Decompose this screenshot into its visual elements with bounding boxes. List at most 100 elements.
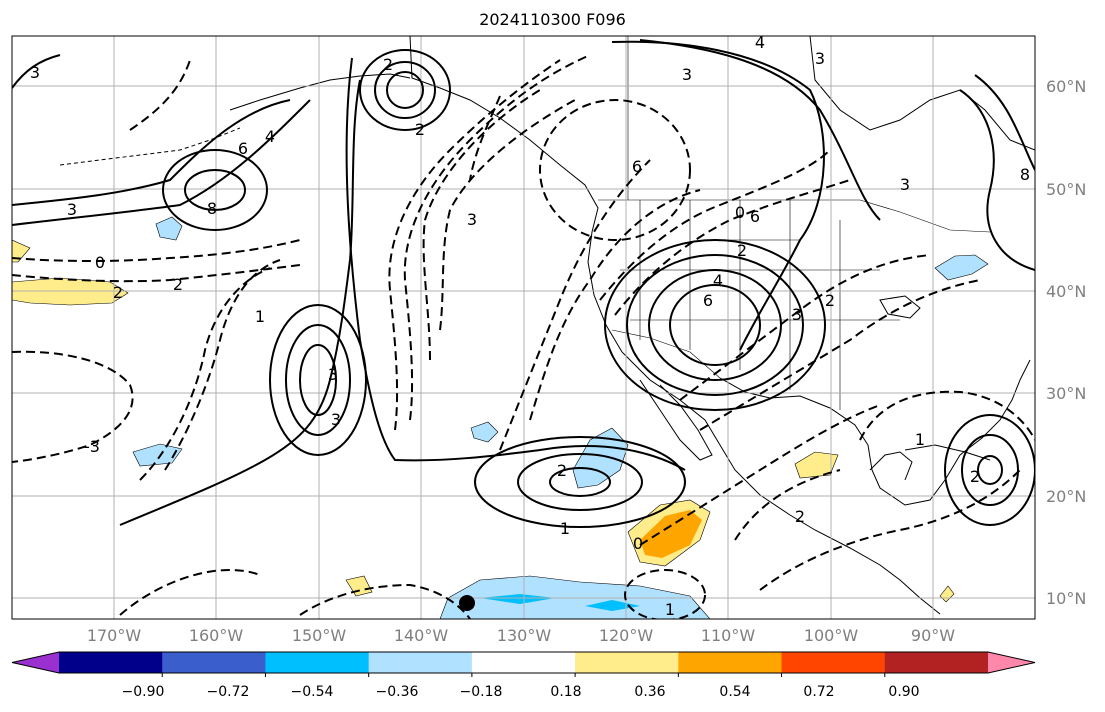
contour-label: -3 [84,437,100,456]
contour-line [129,59,191,131]
contour-line [499,159,651,451]
contour-line [469,95,501,181]
contour-line [599,149,831,301]
contour-label: 6 [703,291,713,310]
colorbar-segment [162,652,266,673]
contour-line [977,455,1003,485]
contour-line [669,284,761,366]
lat-label: 30°N [1046,384,1087,403]
colorbar-segment [575,652,679,673]
lon-label: 100°W [803,626,859,645]
colorbar-outline [11,651,1036,674]
contour-label: 6 [238,139,248,158]
colorbar-extend-min [12,652,59,673]
negative-anomaly-patch [934,254,989,281]
contour-line [944,414,1035,526]
contour-label: 3 [792,305,802,324]
contour-line [12,54,61,89]
negative-anomaly-patch [470,421,499,443]
map-frame [11,35,1036,620]
contour-label: 4 [713,271,723,290]
lat-label: 40°N [1046,282,1087,301]
solid-contour-layer [12,39,1035,528]
contour-label: 3 [815,49,825,68]
contour-line [529,189,701,421]
us-canada-border [598,199,991,233]
contour-line [422,89,541,361]
lon-label: 170°W [86,626,142,645]
contour-line [639,404,881,546]
lon-label: 120°W [598,626,654,645]
contour-line [517,453,643,511]
contour-label: 2 [113,283,123,302]
contour-line [539,99,691,241]
contour-line [119,79,361,526]
contour-label: 2 [737,241,747,260]
contour-line [624,569,706,619]
contour-line [374,61,436,119]
contour-label: 1 [255,307,265,326]
colorbar-segment [368,652,473,673]
colorbar-tick-label: −0.18 [459,684,503,700]
lon-label: 150°W [291,626,347,645]
map-title: 2024110300 F096 [479,10,626,29]
hudson-bay-coast [809,36,1035,151]
colorbar-segment [471,652,576,673]
contour-line [299,344,337,416]
contour-label: 2 [173,275,183,294]
contour-label: 2 [825,291,835,310]
colorbar-tick-label: 0.36 [634,684,666,700]
contour-label: 3 [682,65,692,84]
strong-negative-anomaly-patch [480,594,555,604]
contour-line [162,149,268,231]
lat-label: 60°N [1046,77,1087,96]
contour-label: 1 [665,600,675,619]
colorbar-segment [781,652,886,673]
contour-label: 3 [328,365,338,384]
contour-line [12,99,311,226]
lon-label: 160°W [188,626,244,645]
contour-line [12,239,301,262]
contour-label: 4 [265,127,275,146]
contour-line [269,304,367,456]
contour-line [439,99,576,331]
contour-label: 1 [915,430,925,449]
contour-line [961,434,1019,506]
graticule [12,36,1035,619]
colorbar-tick-label: −0.54 [290,684,334,700]
colorbar-tick-label: 0.54 [719,684,751,700]
contour-label: 2 [970,467,980,486]
colorbar-tick-label: −0.36 [375,684,419,700]
contour-line [184,169,246,211]
colorbar-tick-label: 0.18 [550,684,582,700]
contour-line [299,583,471,619]
positive-anomaly-patch [12,239,31,263]
dashed-contour-layer [12,54,1035,619]
contour-line [614,179,851,316]
colorbar-segment [59,652,163,673]
great-lakes [879,295,921,319]
lon-label: 90°W [910,626,956,645]
contour-label: 2 [383,55,393,74]
contour-line [388,59,561,431]
contour-label: 2 [415,120,425,139]
contour-label: 3 [331,410,341,429]
contour-line [12,350,134,463]
positive-anomaly-patch [345,575,373,597]
political-borders-layer [598,36,991,410]
yucatan-coast [869,451,913,481]
colorbar [11,651,1036,677]
contour-label: 3 [900,175,910,194]
contour-line [386,71,424,109]
contour-label: 0 [95,253,105,272]
contour-line [139,267,271,481]
negative-anomaly-patch [132,443,183,467]
contour-line [734,469,841,541]
contour-line [648,269,782,381]
contour-line [639,39,881,221]
colorbar-tick-label: 0.72 [803,684,835,700]
contour-label: 1 [560,519,570,538]
contour-line [974,74,1035,171]
positive-anomaly-patch [794,451,839,479]
contour-line [12,264,301,283]
